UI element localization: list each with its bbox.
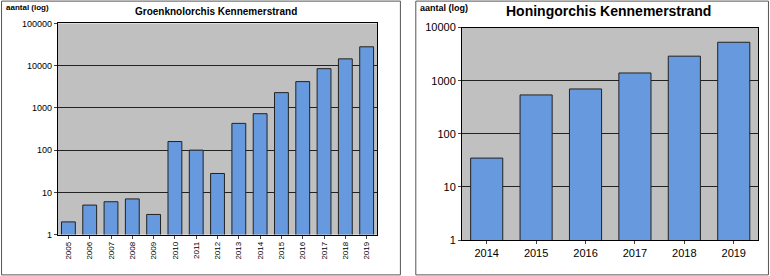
svg-text:100: 100 xyxy=(437,128,455,140)
svg-text:2016: 2016 xyxy=(298,241,307,259)
svg-text:2016: 2016 xyxy=(573,247,597,259)
svg-text:1: 1 xyxy=(450,234,456,246)
svg-text:2006: 2006 xyxy=(85,241,94,259)
svg-text:100000: 100000 xyxy=(22,19,52,29)
svg-text:2012: 2012 xyxy=(213,241,222,259)
svg-text:aantal (log): aantal (log) xyxy=(420,3,468,13)
svg-text:10000: 10000 xyxy=(27,61,52,71)
svg-text:2014: 2014 xyxy=(474,247,498,259)
svg-text:2015: 2015 xyxy=(524,247,548,259)
svg-text:2014: 2014 xyxy=(256,241,265,259)
svg-text:1000: 1000 xyxy=(431,75,455,87)
svg-text:1: 1 xyxy=(47,230,52,240)
svg-text:2018: 2018 xyxy=(341,241,350,259)
svg-text:2017: 2017 xyxy=(623,247,647,259)
svg-text:2005: 2005 xyxy=(64,241,73,259)
svg-text:Honingorchis Kennemerstrand: Honingorchis Kennemerstrand xyxy=(506,3,711,19)
svg-text:10000: 10000 xyxy=(425,21,456,33)
svg-text:2009: 2009 xyxy=(149,241,158,259)
svg-text:2017: 2017 xyxy=(320,241,329,259)
svg-text:2008: 2008 xyxy=(128,241,137,259)
svg-text:10: 10 xyxy=(42,188,52,198)
svg-text:Groenknolorchis Kennemerstrand: Groenknolorchis Kennemerstrand xyxy=(135,6,297,17)
svg-text:aantal (log): aantal (log) xyxy=(6,3,49,12)
svg-text:1000: 1000 xyxy=(32,103,52,113)
svg-text:2019: 2019 xyxy=(722,247,746,259)
svg-text:2019: 2019 xyxy=(362,241,371,259)
svg-text:2013: 2013 xyxy=(234,241,243,259)
svg-text:100: 100 xyxy=(37,145,52,155)
svg-text:2010: 2010 xyxy=(171,241,180,259)
svg-text:10: 10 xyxy=(444,181,456,193)
svg-text:2015: 2015 xyxy=(277,241,286,259)
svg-text:2018: 2018 xyxy=(672,247,696,259)
svg-text:2007: 2007 xyxy=(107,241,116,259)
svg-text:2011: 2011 xyxy=(192,241,201,259)
